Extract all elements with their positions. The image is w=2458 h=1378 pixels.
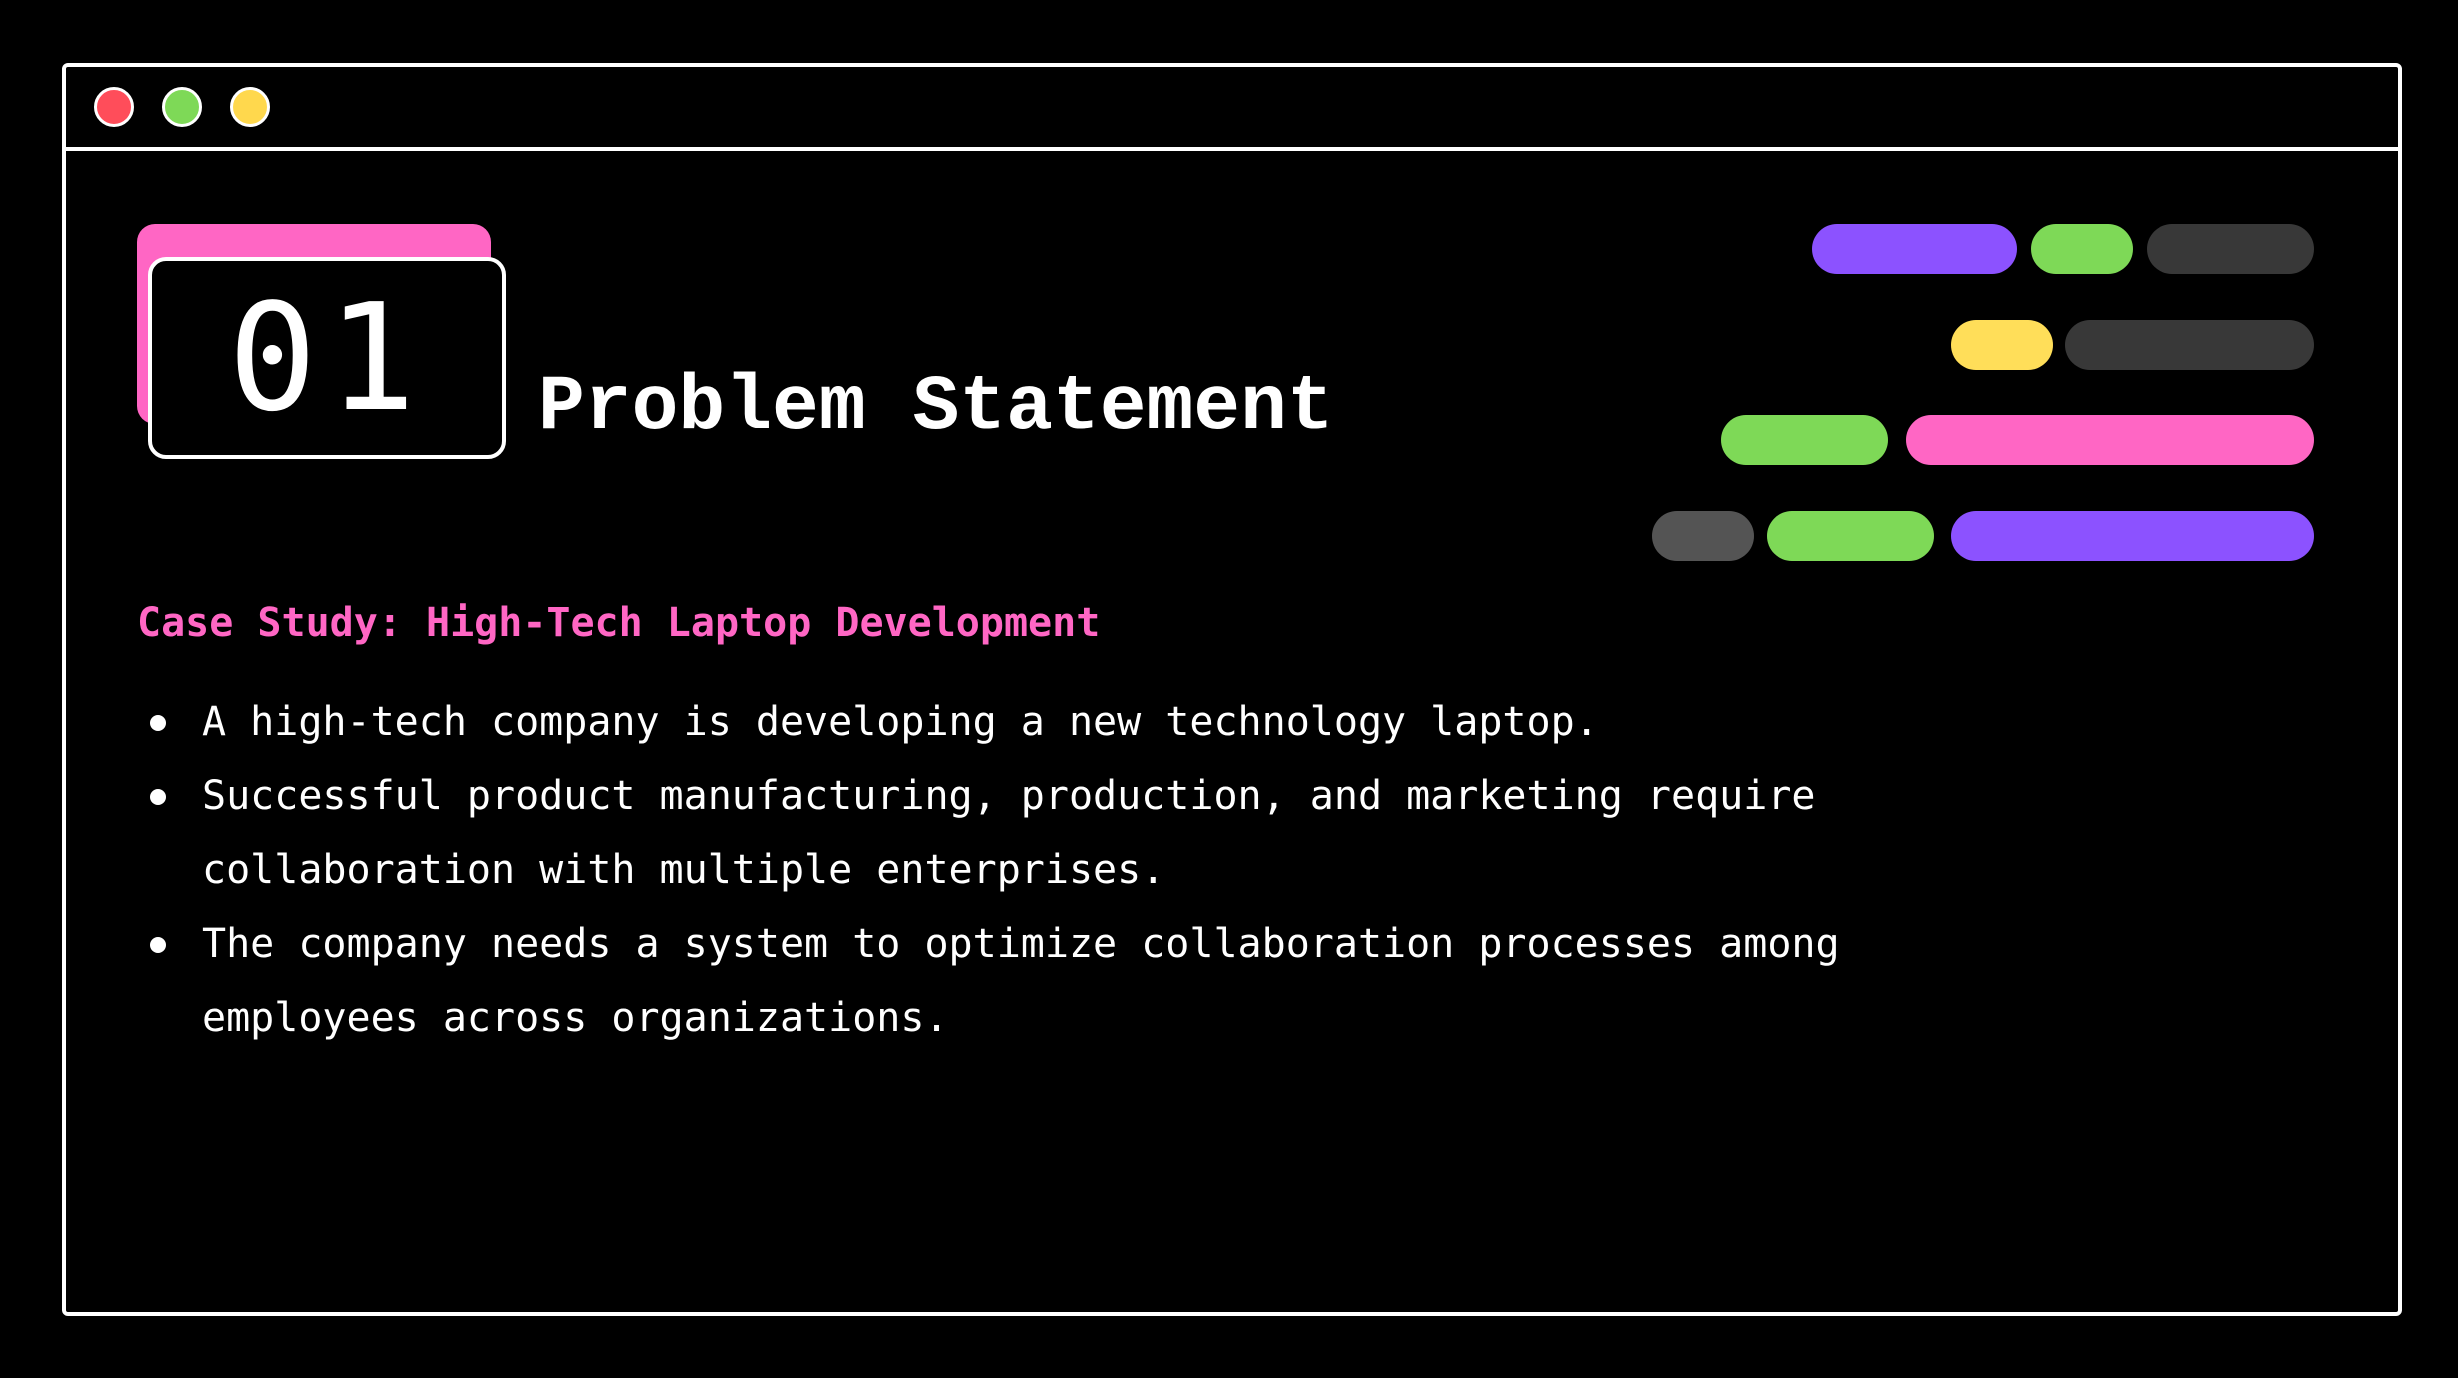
list-item: A high-tech company is developing a new … — [140, 685, 1702, 759]
decor-pill — [1906, 415, 2314, 465]
decor-pill — [1652, 511, 1754, 561]
list-item: Successful product manufacturing, produc… — [140, 759, 1962, 907]
decor-pill — [1767, 511, 1934, 561]
decor-pill — [1951, 320, 2053, 370]
maximize-dot-icon — [230, 87, 270, 127]
bullet-list: A high-tech company is developing a new … — [140, 685, 2000, 1055]
decor-pill — [2031, 224, 2133, 274]
case-study-heading: Case Study: High-Tech Laptop Development — [137, 600, 1101, 646]
number-badge: 01 — [148, 257, 506, 459]
decor-pill — [1812, 224, 2017, 274]
list-item: The company needs a system to optimize c… — [140, 907, 2002, 1055]
section-number: 01 — [227, 272, 427, 444]
window-titlebar — [66, 67, 2398, 151]
page-title: Problem Statement — [538, 364, 1334, 452]
minimize-dot-icon — [162, 87, 202, 127]
decor-pill — [2147, 224, 2314, 274]
decor-pill — [1951, 511, 2314, 561]
close-dot-icon — [94, 87, 134, 127]
decor-pill — [2065, 320, 2314, 370]
decor-pill — [1721, 415, 1888, 465]
slide-window: 01 Problem Statement Case Study: High-Te… — [62, 63, 2402, 1316]
